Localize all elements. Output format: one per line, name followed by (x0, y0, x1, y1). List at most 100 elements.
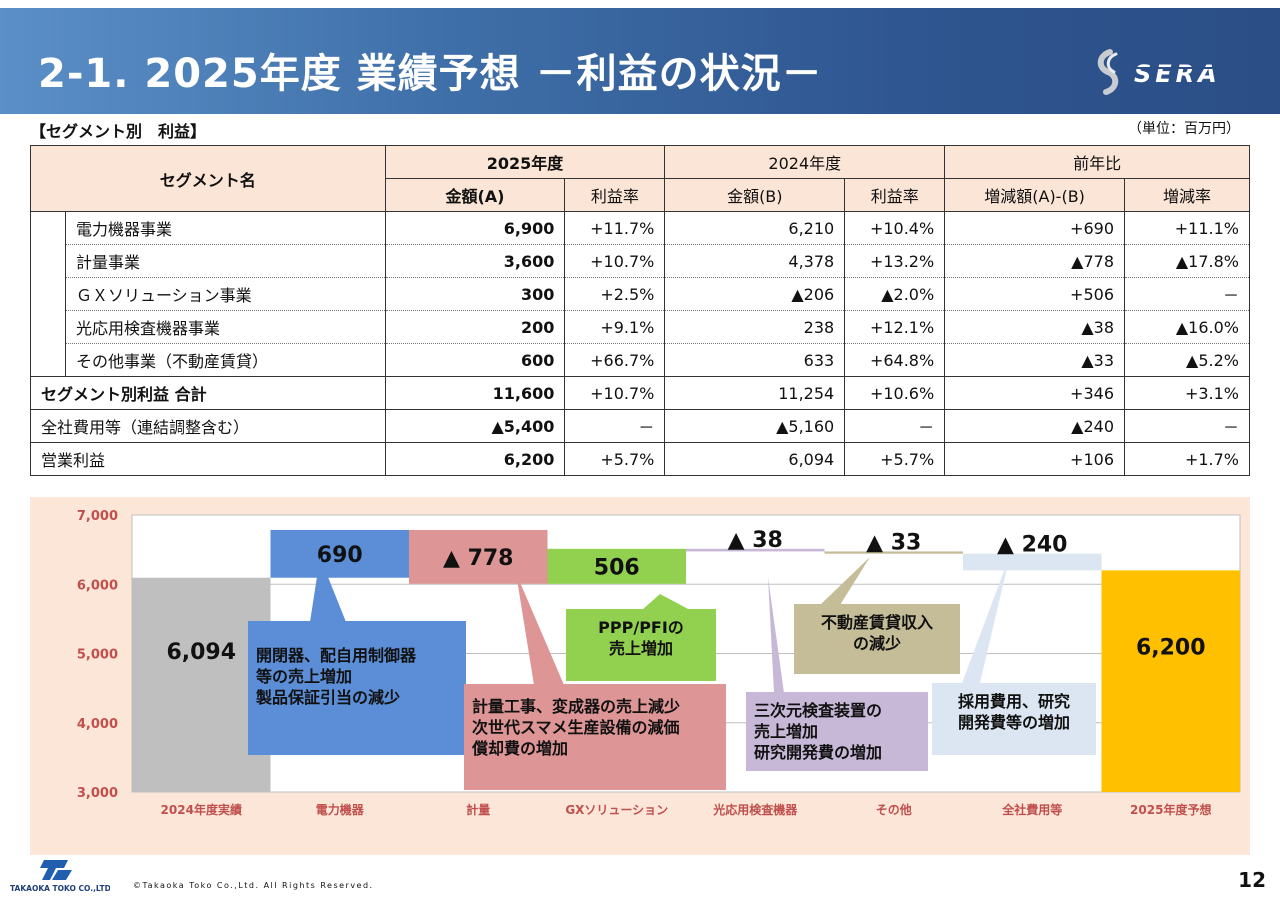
header-diff: 増減額(A)-(B) (944, 178, 1125, 212)
bar-2 (409, 529, 548, 584)
row-name: 電力機器事業 (65, 211, 386, 245)
row-amount-b: 4,378 (664, 244, 845, 278)
annotation-line: 等の売上増加 (256, 667, 353, 686)
annotation-line: 不動産賃貸収入 (820, 613, 933, 632)
header-2025: 2025年度 (384, 145, 666, 179)
row-rate: － (1124, 409, 1250, 443)
table-row: 電力機器事業 6,900 +11.7% 6,210 +10.4% +690 +11.1% (30, 211, 1250, 245)
bar-value-label: ▲ 38 (728, 528, 783, 553)
chart-annotation: 開閉器、配自用制御器 等の売上増加 製品保証引当の減少 (248, 621, 466, 755)
table-row: ＧＸソリューション事業 300 +2.5% ▲206 ▲2.0% +506 － (30, 277, 1250, 311)
bar-value-label: 690 (317, 543, 363, 568)
bar-value-label: 506 (594, 555, 640, 580)
row-margin-b: +10.4% (844, 211, 945, 245)
row-amount-b: ▲5,160 (664, 409, 845, 443)
row-amount-a: ▲5,400 (384, 409, 565, 443)
header-2024: 2024年度 (664, 145, 946, 179)
y-tick-label: 5,000 (77, 648, 118, 663)
row-name: 光応用検査機器事業 (65, 310, 386, 344)
row-amount-a: 200 (384, 310, 565, 344)
x-tick-label: 計量 (466, 802, 490, 817)
row-margin-a: +10.7% (564, 376, 665, 410)
bar-1 (270, 529, 409, 578)
header-margin-b: 利益率 (844, 178, 946, 212)
annotation-line: 採用費用、研究 (957, 692, 1070, 711)
row-amount-b: 11,254 (664, 376, 845, 410)
row-indent (30, 277, 66, 311)
bar-value-label: 6,094 (166, 640, 236, 665)
row-rate: ▲16.0% (1124, 310, 1250, 344)
chart-annotation: 採用費用、研究 開発費等の増加 (932, 683, 1096, 755)
row-margin-a: +11.7% (564, 211, 665, 245)
header-rate: 増減率 (1124, 178, 1250, 212)
row-margin-a: － (564, 409, 665, 443)
row-margin-a: +2.5% (564, 277, 665, 311)
annotation-line: 研究開発費の増加 (754, 743, 883, 762)
row-margin-b: +13.2% (844, 244, 945, 278)
chart-annotation: PPP/PFIの 売上増加 (566, 609, 716, 681)
y-tick-label: 7,000 (77, 509, 118, 524)
x-tick-label: その他 (876, 802, 912, 817)
row-name: ＧＸソリューション事業 (65, 277, 386, 311)
table-row: その他事業（不動産賃貸） 600 +66.7% 633 +64.8% ▲33 ▲5.2% (30, 343, 1250, 377)
row-name: セグメント別利益 合計 (30, 376, 386, 410)
header-amount-a: 金額(A) (384, 178, 566, 212)
row-amount-b: 238 (664, 310, 845, 344)
row-indent (30, 244, 66, 278)
annotation-line: 売上増加 (608, 639, 673, 658)
table-row: 計量事業 3,600 +10.7% 4,378 +13.2% ▲778 ▲17.8% (30, 244, 1250, 278)
table-row: 光応用検査機器事業 200 +9.1% 238 +12.1% ▲38 ▲16.0% (30, 310, 1250, 344)
bar-7 (1101, 570, 1240, 792)
callout-pointer (962, 555, 1010, 683)
row-diff: +506 (944, 277, 1125, 311)
row-diff: ▲240 (944, 409, 1125, 443)
row-margin-a: +10.7% (564, 244, 665, 278)
row-margin-b: +5.7% (844, 442, 945, 476)
segment-profit-table: セグメント名 2025年度 2024年度 前年比 金額(A) 利益率 金額(B)… (30, 145, 1250, 476)
row-margin-b: － (844, 409, 945, 443)
row-margin-a: +66.7% (564, 343, 665, 377)
callout-pointer (642, 594, 690, 610)
y-tick-label: 3,000 (77, 786, 118, 801)
row-margin-b: +64.8% (844, 343, 945, 377)
annotation-line: 開発費等の増加 (957, 713, 1070, 732)
row-amount-b: 6,210 (664, 211, 845, 245)
x-tick-label: 光応用検査機器 (712, 802, 798, 817)
chart-annotation: 計量工事、変成器の売上減少 次世代スマメ生産設備の減価 償却費の増加 (464, 684, 726, 790)
row-diff: ▲38 (944, 310, 1125, 344)
segment-profit-label: 【セグメント別 利益】 (30, 122, 207, 141)
x-tick-label: 電力機器 (316, 802, 365, 817)
callout-pointer (310, 557, 346, 622)
row-indent (30, 211, 66, 245)
chart-annotation: 三次元検査装置の 売上増加 研究開発費の増加 (746, 692, 928, 771)
annotation-line: の減少 (852, 634, 901, 653)
row-name: その他事業（不動産賃貸） (65, 343, 386, 377)
page-number: 12 (1238, 868, 1266, 892)
row-margin-b: ▲2.0% (844, 277, 945, 311)
row-rate: +11.1% (1124, 211, 1250, 245)
row-amount-a: 3,600 (384, 244, 565, 278)
callout-pointer (820, 557, 870, 605)
copyright: ©Takaoka Toko Co.,Ltd. All Rights Reserv… (133, 881, 374, 890)
bar-3 (547, 548, 686, 584)
annotation-line: 計量工事、変成器の売上減少 (472, 697, 681, 716)
header-yoy: 前年比 (944, 145, 1250, 179)
bar-value-label: ▲ 240 (997, 533, 1068, 558)
row-amount-a: 11,600 (384, 376, 565, 410)
annotation-line: PPP/PFIの (598, 618, 684, 637)
header-banner: 2-1. 2025年度 業績予想 －利益の状況－ SERA (0, 8, 1280, 114)
bar-4 (686, 548, 825, 552)
annotation-line: 開閉器、配自用制御器 (256, 646, 417, 665)
header-margin-a: 利益率 (564, 178, 666, 212)
row-name: 計量事業 (65, 244, 386, 278)
row-diff: +106 (944, 442, 1125, 476)
table-row-operating-profit: 営業利益 6,200 +5.7% 6,094 +5.7% +106 +1.7% (30, 442, 1250, 476)
page-title: 2-1. 2025年度 業績予想 －利益の状況－ (38, 51, 823, 97)
row-diff: +346 (944, 376, 1125, 410)
row-indent (30, 343, 66, 377)
row-rate: +3.1% (1124, 376, 1250, 410)
table-row-corporate: 全社費用等（連結調整含む） ▲5,400 － ▲5,160 － ▲240 － (30, 409, 1250, 443)
row-name: 営業利益 (30, 442, 386, 476)
annotation-line: 償却費の増加 (472, 739, 569, 758)
row-margin-b: +12.1% (844, 310, 945, 344)
